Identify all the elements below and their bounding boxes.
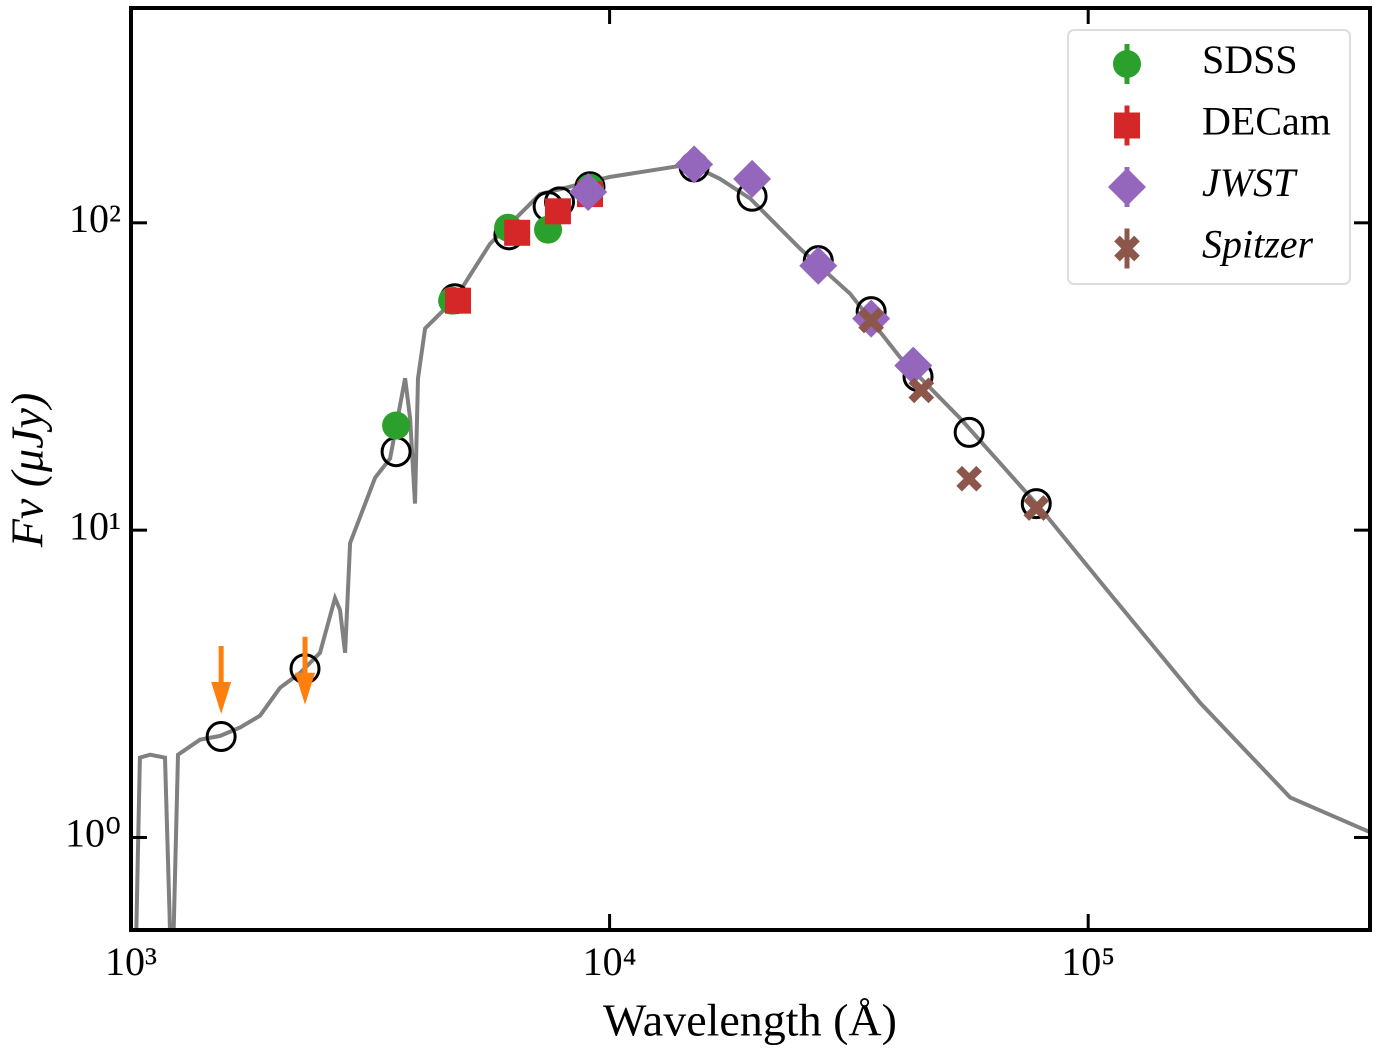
marker <box>956 465 982 492</box>
marker <box>799 246 838 285</box>
marker <box>894 346 933 385</box>
marker <box>1023 495 1050 521</box>
model-point <box>1020 488 1052 520</box>
x-tick-label: 10⁵ <box>1061 939 1115 984</box>
model-point <box>380 436 412 468</box>
marker <box>504 219 531 246</box>
marker <box>569 172 608 211</box>
marker <box>908 377 935 404</box>
y-tick-label: 10¹ <box>69 503 121 548</box>
x-tick-label: 10⁴ <box>583 939 637 984</box>
upper-limit-arrow <box>211 645 232 714</box>
legend-marker <box>1114 235 1140 262</box>
legend-label: SDSS <box>1202 37 1298 82</box>
legend-box <box>1067 29 1351 285</box>
marker <box>544 198 571 225</box>
marker <box>382 411 411 440</box>
y-tick-label: 10⁰ <box>65 811 121 856</box>
marker <box>858 307 884 334</box>
legend-label: Spitzer <box>1202 222 1314 267</box>
marker <box>445 287 472 314</box>
model-point <box>953 416 985 448</box>
legend-marker <box>1108 168 1146 206</box>
legend-label: DECam <box>1202 99 1331 144</box>
x-axis-label: Wavelength (Å) <box>603 995 897 1046</box>
legend-marker <box>1113 50 1141 78</box>
plot-frame <box>129 6 1372 932</box>
plot-area <box>134 145 1370 930</box>
y-axis-label: Fν (μJy) <box>2 393 53 549</box>
y-tick-label: 10² <box>69 196 121 241</box>
marker <box>675 145 714 184</box>
marker <box>733 159 772 198</box>
legend-label: JWST <box>1202 160 1298 205</box>
model-line <box>134 162 1370 930</box>
model-point <box>205 721 237 753</box>
legend-marker <box>1114 112 1140 139</box>
x-tick-label: 10³ <box>105 939 157 984</box>
upper-limit-arrow <box>295 636 316 705</box>
